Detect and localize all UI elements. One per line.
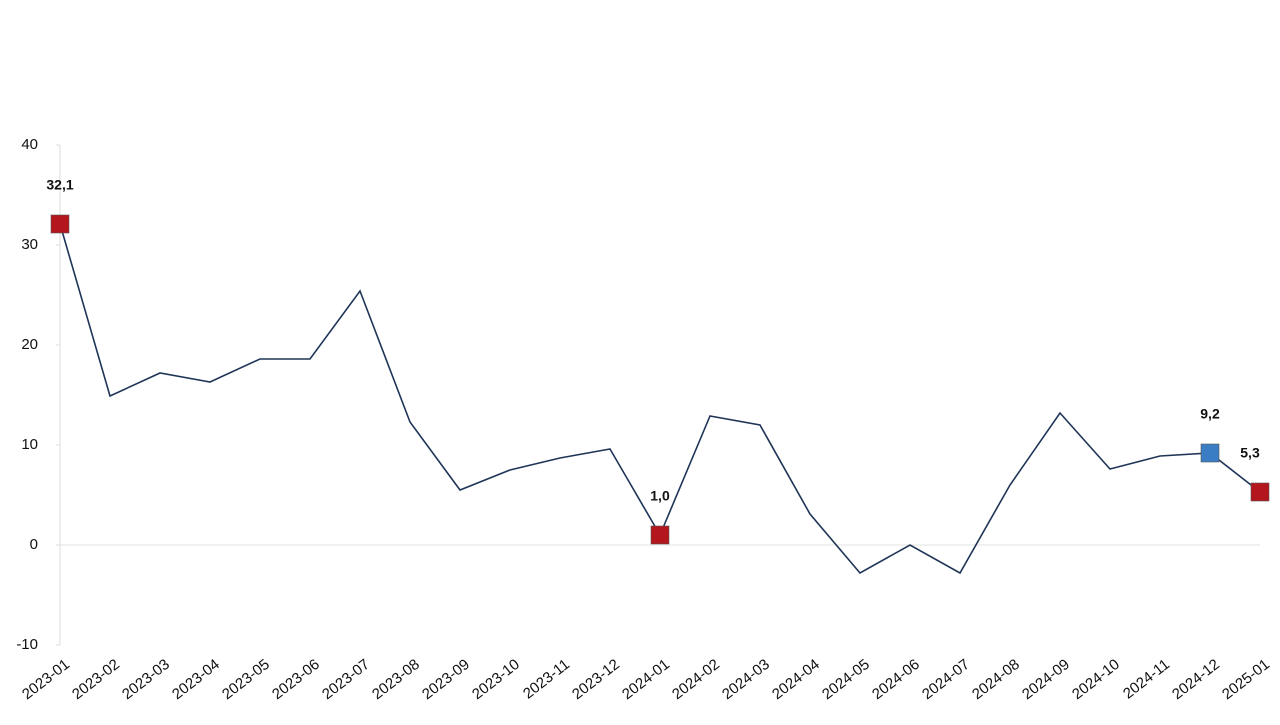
x-tick-label: 2024-12 (1169, 656, 1223, 703)
x-tick-label: 2024-06 (869, 656, 923, 703)
y-tick-label: 10 (21, 436, 38, 453)
x-tick-label: 2025-01 (1219, 656, 1273, 703)
y-tick-label: 20 (21, 336, 38, 353)
x-tick-label: 2024-02 (669, 656, 723, 703)
x-tick-label: 2024-05 (819, 656, 873, 703)
x-tick-label: 2024-01 (619, 656, 673, 703)
x-tick-label: 2023-06 (269, 656, 323, 703)
x-tick-label: 2023-11 (520, 656, 573, 703)
x-tick-label: 2023-12 (569, 656, 623, 703)
x-tick-label: 2023-03 (119, 656, 173, 703)
y-tick-label: 0 (30, 536, 38, 553)
x-tick-label: 2024-08 (969, 656, 1023, 703)
y-tick-label: 40 (21, 136, 38, 153)
x-tick-label: 2024-03 (719, 656, 773, 703)
x-tick-label: 2024-09 (1019, 656, 1073, 703)
x-tick-label: 2024-10 (1069, 656, 1123, 703)
x-tick-label: 2023-04 (169, 656, 223, 703)
x-tick-label: 2023-07 (319, 656, 373, 703)
x-tick-label: 2023-08 (369, 656, 423, 703)
value-label: 9,2 (1200, 406, 1220, 422)
x-tick-label: 2023-09 (419, 656, 473, 703)
x-tick-label: 2023-05 (219, 656, 273, 703)
value-label: 5,3 (1240, 445, 1260, 461)
marker (650, 525, 670, 545)
marker (1250, 482, 1270, 502)
marker (1200, 443, 1220, 463)
x-tick-label: 2023-10 (469, 656, 523, 703)
x-tick-label: 2024-04 (769, 656, 823, 703)
x-tick-label: 2023-01 (19, 656, 73, 703)
x-tick-label: 2024-11 (1120, 656, 1173, 703)
data-line (59, 223, 1261, 575)
value-label: 32,1 (46, 177, 73, 193)
y-tick-label: 30 (21, 236, 38, 253)
marker (50, 214, 70, 234)
x-tick-label: 2023-02 (69, 656, 123, 703)
value-label: 1,0 (650, 488, 670, 504)
x-tick-label: 2024-07 (919, 656, 973, 703)
y-tick-label: -10 (16, 636, 38, 653)
